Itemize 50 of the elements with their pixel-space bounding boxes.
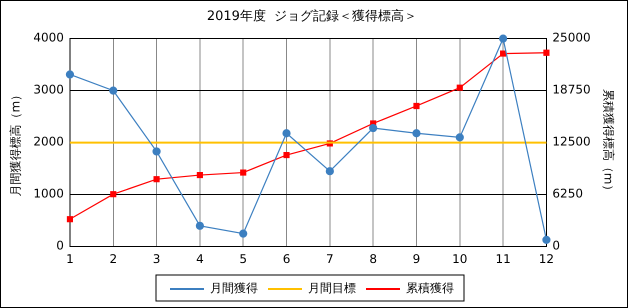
point bbox=[154, 176, 160, 182]
point bbox=[500, 50, 506, 57]
y-tick-label: 2000 bbox=[33, 134, 64, 149]
point bbox=[240, 169, 246, 176]
y2-tick-label: 18750 bbox=[552, 82, 591, 97]
point bbox=[196, 172, 203, 178]
y-axis-title: 月間獲得標高（m） bbox=[8, 88, 22, 196]
x-tick-label: 10 bbox=[452, 252, 468, 266]
point bbox=[66, 70, 74, 79]
legend-label: 月間目標 bbox=[308, 281, 356, 296]
point bbox=[499, 34, 508, 43]
y2-tick-label: 12500 bbox=[552, 134, 591, 149]
point bbox=[283, 152, 290, 158]
point bbox=[326, 167, 334, 176]
point bbox=[456, 84, 463, 91]
point bbox=[282, 129, 291, 138]
y-tick-label: 3000 bbox=[33, 82, 64, 97]
y2-tick-label: 0 bbox=[552, 238, 560, 253]
y2-tick-label: 6250 bbox=[552, 186, 583, 201]
point bbox=[543, 50, 550, 56]
point bbox=[413, 102, 420, 110]
chart-title: 2019年度 ジョグ記録＜獲得標高＞ bbox=[206, 8, 418, 24]
point bbox=[456, 133, 464, 142]
x-tick-label: 3 bbox=[152, 252, 160, 266]
y2-tick-label: 25000 bbox=[552, 30, 591, 45]
y-tick-label: 0 bbox=[56, 238, 64, 253]
x-tick-label: 5 bbox=[239, 252, 248, 266]
point bbox=[369, 124, 378, 132]
y-tick-label: 1000 bbox=[33, 186, 64, 201]
x-tick-label: 2 bbox=[109, 252, 118, 266]
x-tick-label: 6 bbox=[282, 252, 290, 266]
x-tick-label: 11 bbox=[495, 252, 511, 266]
point bbox=[542, 236, 551, 244]
point bbox=[196, 222, 204, 230]
y2-axis-title: 累積獲得標高（m） bbox=[602, 88, 616, 196]
point bbox=[110, 191, 116, 198]
point bbox=[109, 86, 118, 95]
x-tick-label: 1 bbox=[66, 252, 74, 266]
y-tick-label: 4000 bbox=[33, 30, 64, 45]
x-tick-label: 9 bbox=[412, 252, 420, 266]
x-tick-label: 7 bbox=[326, 252, 334, 266]
x-tick-label: 12 bbox=[538, 252, 554, 266]
point bbox=[412, 129, 421, 138]
x-tick-label: 4 bbox=[196, 252, 204, 266]
point bbox=[66, 216, 74, 222]
legend-label: 累積獲得 bbox=[406, 281, 454, 296]
legend-label: 月間獲得 bbox=[210, 281, 258, 296]
x-tick-label: 8 bbox=[369, 252, 377, 266]
point bbox=[239, 230, 248, 238]
point bbox=[152, 147, 161, 156]
